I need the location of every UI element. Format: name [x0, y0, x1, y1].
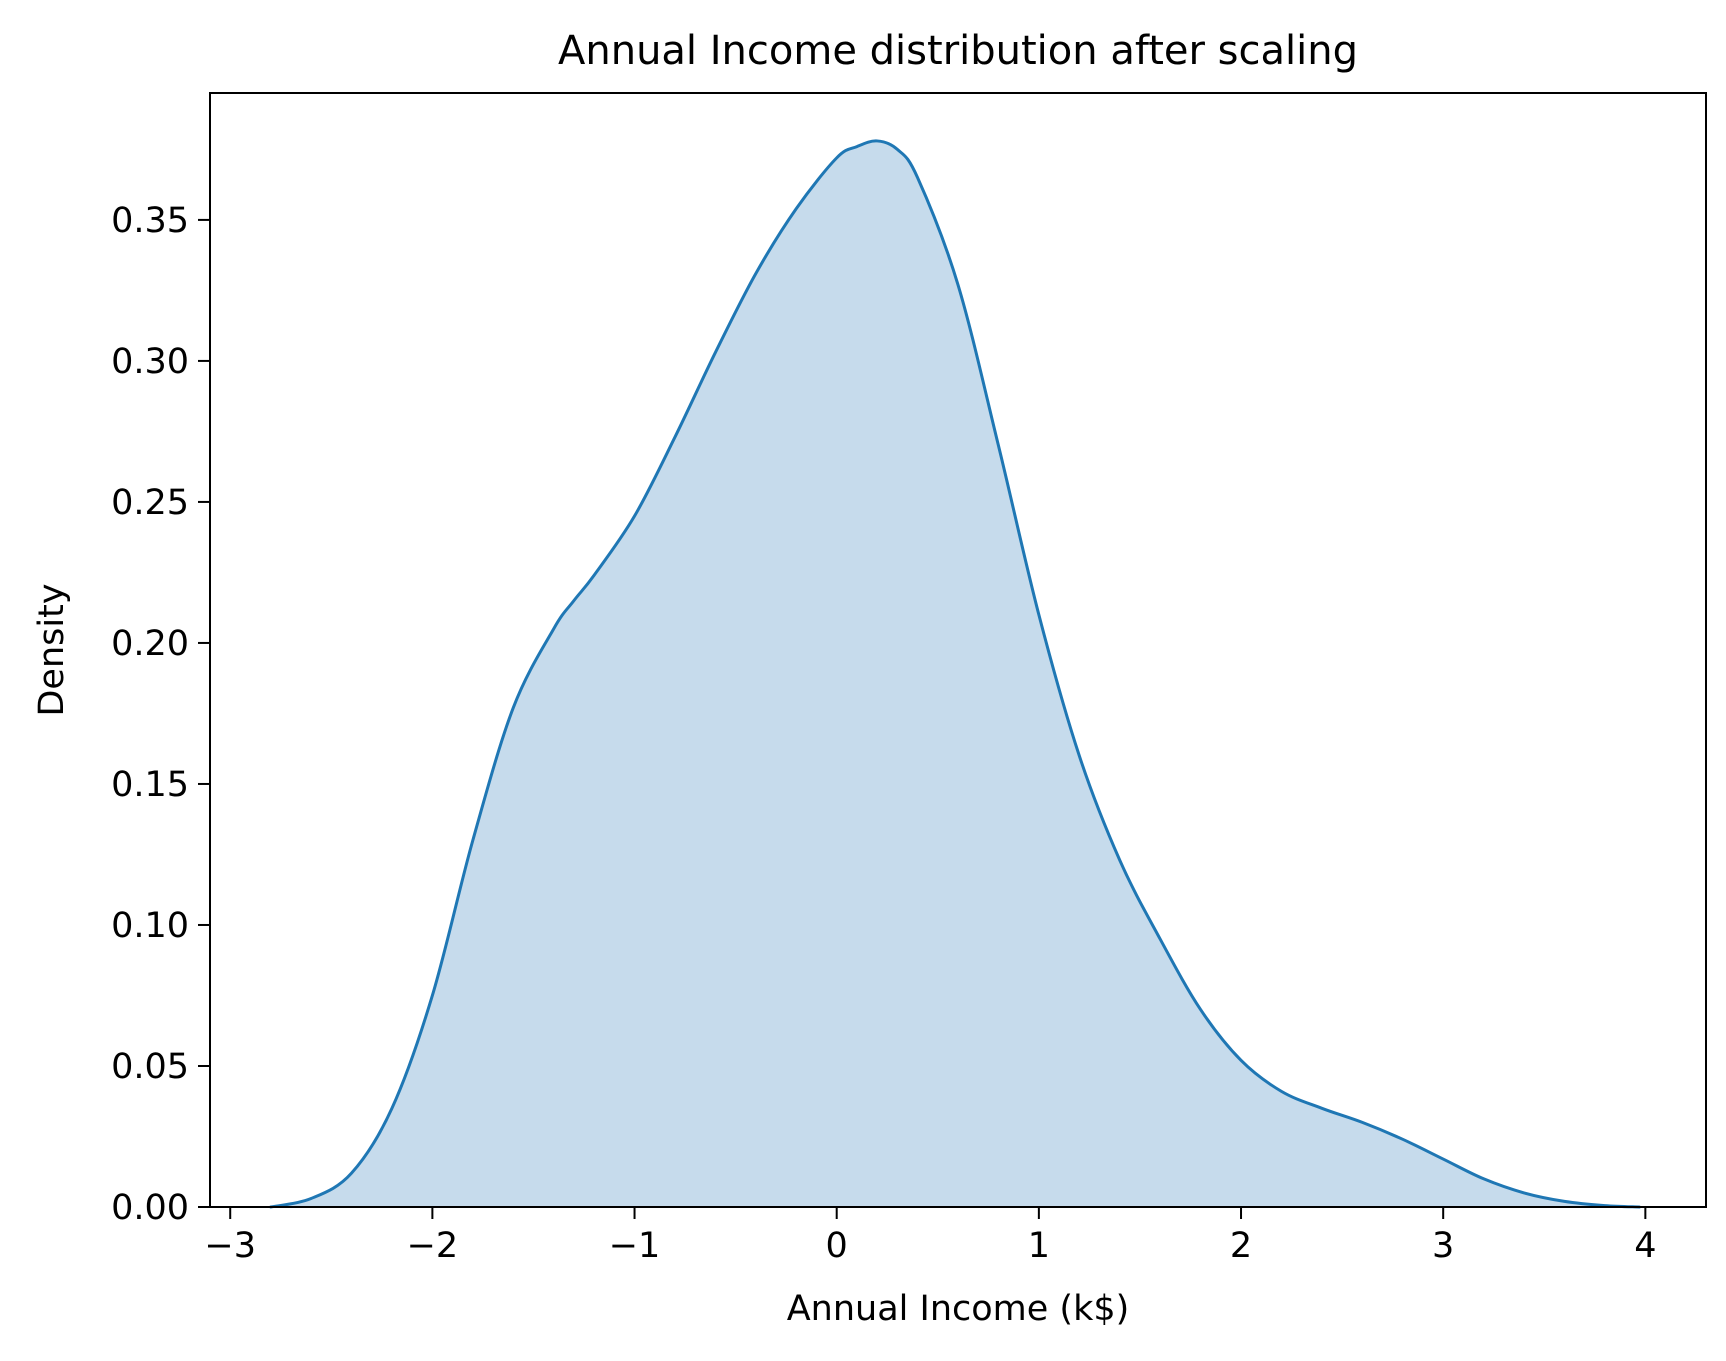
- y-tick-label: 0.15: [111, 765, 189, 805]
- y-tick-label: 0.05: [111, 1047, 189, 1087]
- y-tick-label: 0.00: [111, 1188, 189, 1228]
- y-axis-ticks: 0.00 0.05 0.10 0.15 0.20 0.25 0.30 0.35: [111, 201, 210, 1228]
- density-curve-line: [269, 139, 1641, 1209]
- y-tick-label: 0.20: [111, 624, 189, 664]
- plot-content: [269, 139, 1641, 1209]
- y-tick-label: 0.30: [111, 342, 189, 382]
- plot-frame: [209, 92, 1707, 1208]
- x-tick-label: 2: [1230, 1226, 1252, 1266]
- density-area-fill: [270, 140, 1640, 1207]
- x-tick-label: 3: [1432, 1226, 1454, 1266]
- x-tick-label: 0: [826, 1226, 848, 1266]
- x-tick-label: 1: [1028, 1226, 1050, 1266]
- chart-title: Annual Income distribution after scaling: [558, 28, 1358, 74]
- y-tick-label: 0.35: [111, 201, 189, 241]
- x-axis-ticks: −3 −2 −1 0 1 2 3 4: [204, 1207, 1656, 1266]
- x-tick-label: −2: [407, 1226, 459, 1266]
- y-tick-label: 0.10: [111, 906, 189, 946]
- x-tick-label: 4: [1634, 1226, 1656, 1266]
- x-tick-label: −3: [204, 1226, 256, 1266]
- y-tick-label: 0.25: [111, 483, 189, 523]
- x-tick-label: −1: [609, 1226, 661, 1266]
- x-axis-label: Annual Income (k$): [787, 1289, 1130, 1329]
- y-axis-label: Density: [32, 583, 72, 716]
